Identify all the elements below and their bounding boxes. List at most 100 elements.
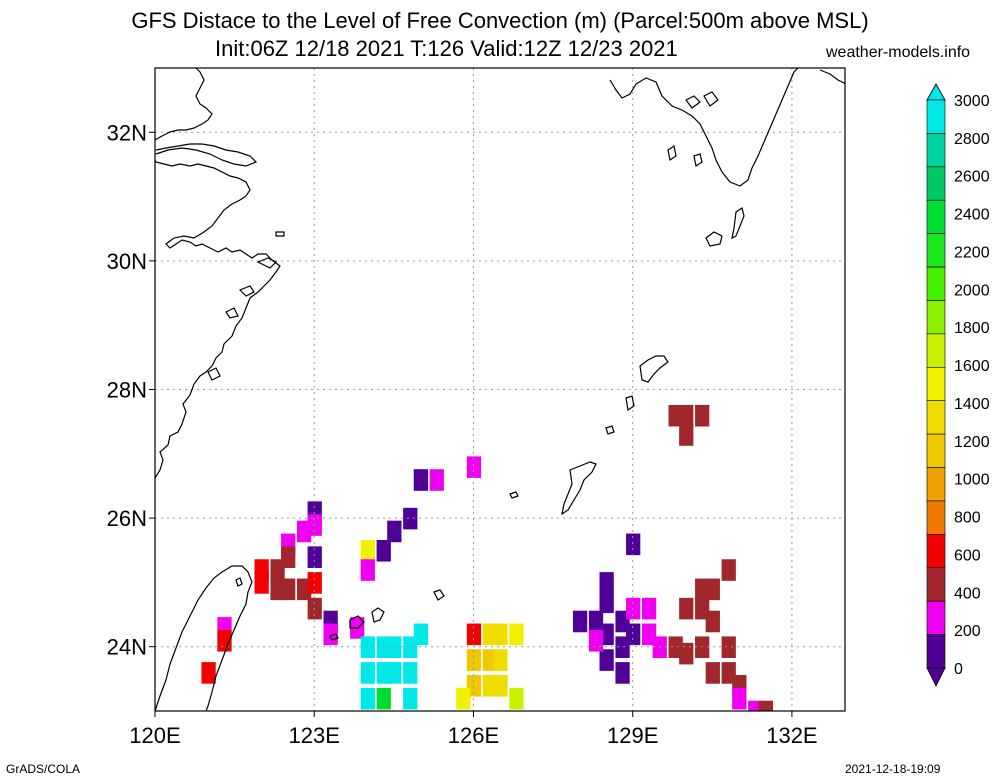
lfc-field [201,404,774,711]
islets-kyushu-west [685,69,845,109]
field-cell [679,642,694,665]
field-cell [599,572,614,594]
colorbar-segment [926,166,946,201]
field-cell [572,610,588,633]
island-tanegashima [731,207,745,240]
field-cell [387,520,402,543]
island-penghu [235,577,243,587]
colorbar-label: 1600 [954,358,990,375]
lat-tick-label: 24N [107,635,147,660]
colorbar: 3000280026002400220020001800160014001200… [926,83,990,687]
colorbar-segment [926,433,946,468]
field-cell [413,623,429,646]
field-cell [466,456,482,478]
colorbar-label: 3000 [954,93,990,110]
coastline-china [155,159,281,479]
field-cell [281,578,296,601]
island-yonaguni [329,633,339,641]
field-cell [732,687,747,710]
field-cell [588,629,604,652]
colorbar-segment [926,233,946,268]
footer-software: GrADS/COLA [6,762,81,776]
chart-subtitle: Init:06Z 12/18 2021 T:126 Valid:12Z 12/2… [215,36,678,61]
field-cell [201,662,216,684]
footer-timestamp: 2021-12-18-19:09 [845,762,941,776]
field-cell [509,623,524,646]
colorbar-label: 2600 [954,169,990,186]
colorbar-segment [926,567,946,602]
field-cell [641,597,657,620]
field-cell [599,591,614,613]
field-cell [466,649,482,671]
field-cell [270,559,285,581]
colorbar-top-arrow [926,83,946,101]
field-cell [456,687,471,710]
field-cell [599,649,614,671]
lon-tick-label: 129E [607,723,658,748]
field-cell [403,687,418,710]
field-cell [705,578,720,601]
island-ishigaki [371,607,385,623]
field-cell [307,546,322,568]
lon-tick-label: 123E [289,723,340,748]
lat-tick-label: 32N [107,120,147,145]
field-cell [615,662,630,684]
island-amami [639,355,669,383]
field-cell [721,559,736,581]
field-cell [296,520,312,543]
island-tokunoshima [625,395,635,412]
field-cell [721,636,736,658]
island-okinoerabu [605,425,615,435]
colorbar-segment [926,400,946,435]
colorbar-label: 1800 [954,320,990,337]
field-cell [679,424,694,446]
colorbar-label: 600 [954,547,981,564]
colorbar-label: 2000 [954,282,990,299]
field-cell [493,674,508,697]
field-cell [254,572,269,594]
field-cell [748,700,763,711]
colorbar-bottom-arrow [926,667,946,687]
field-cell [429,469,444,491]
colorbar-segment [926,266,946,301]
lat-tick-label: 26N [107,506,147,531]
colorbar-label: 1400 [954,396,990,413]
colorbar-label: 1000 [954,472,990,489]
island-kerama [509,491,519,499]
field-cell [360,687,375,710]
island-yakushima [705,231,723,247]
field-cell [217,629,232,652]
coastline-kyushu [609,68,799,187]
field-cell [626,533,641,556]
island-goto [667,145,677,161]
lon-tick-label: 120E [129,723,180,748]
field-cell [509,687,524,710]
colorbar-label: 400 [954,585,981,602]
grid-lines [155,68,845,711]
colorbar-segment [926,534,946,569]
field-cell [679,597,694,620]
colorbar-segment [926,366,946,402]
colorbar-label: 0 [954,661,963,678]
island-koshiki [693,153,703,167]
field-cell [493,623,508,646]
field-cell [705,610,720,633]
colorbar-segment [926,133,946,168]
lon-tick-label: 132E [766,723,817,748]
field-cell [403,662,418,684]
colorbar-label: 2400 [954,207,990,224]
colorbar-segment [926,300,946,335]
yangtze-estuary [155,143,258,167]
field-cell [360,539,375,562]
coastlines [155,68,845,711]
field-cell [360,662,375,684]
field-cell [360,636,375,658]
chart-title: GFS Distace to the Level of Free Convect… [131,8,869,33]
lon-tick-label: 126E [448,723,499,748]
colorbar-label: 2800 [954,131,990,148]
site-credit: weather-models.info [826,44,971,61]
colorbar-label: 2200 [954,244,990,261]
coastline-china-north [155,68,213,141]
lat-tick-label: 30N [107,249,147,274]
